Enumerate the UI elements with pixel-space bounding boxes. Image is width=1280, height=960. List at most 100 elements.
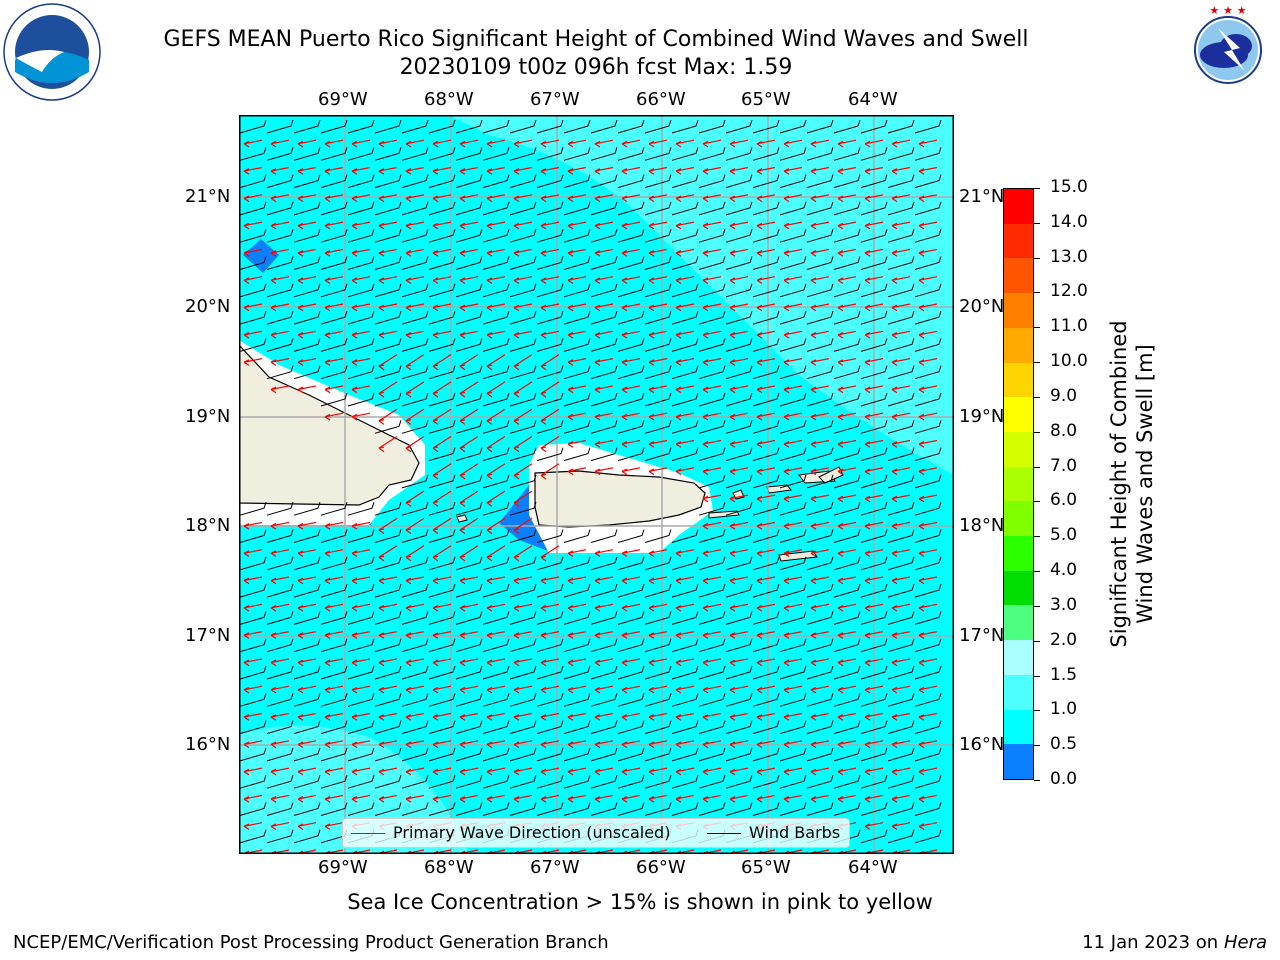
wind-barb <box>887 256 915 270</box>
wind-barb <box>536 201 564 216</box>
wind-barb <box>725 556 753 571</box>
legend-barb-label: Wind Barbs <box>749 823 841 842</box>
wind-barb <box>671 583 699 598</box>
wind-barb <box>266 611 294 625</box>
wave-direction-arrow <box>783 439 803 448</box>
map-legend: Primary Wave Direction (unscaled) Wind B… <box>342 818 850 848</box>
wind-barb <box>320 611 348 625</box>
colorbar-cell <box>1004 744 1033 779</box>
wind-barb <box>725 420 753 434</box>
wave-direction-arrow <box>270 631 290 639</box>
wave-direction-arrow <box>378 603 398 612</box>
wind-barb <box>725 365 753 380</box>
wave-direction-arrow <box>243 603 263 612</box>
wind-barb <box>590 256 618 270</box>
wave-direction-arrow <box>405 248 425 257</box>
wind-barb <box>482 775 510 789</box>
wind-barb <box>536 338 564 352</box>
wind-barb <box>509 201 537 216</box>
wave-direction-arrow <box>513 463 533 480</box>
wave-direction-arrow <box>648 194 668 203</box>
wave-direction-arrow <box>432 276 452 284</box>
wave-direction-arrow <box>729 494 749 503</box>
wave-direction-arrow <box>675 467 695 476</box>
wind-barb <box>887 802 915 816</box>
wave-direction-arrow <box>594 166 614 175</box>
wave-direction-arrow <box>567 303 587 312</box>
wave-direction-arrow <box>540 435 560 453</box>
wind-barb <box>752 283 780 298</box>
wind-barb <box>752 720 780 735</box>
wind-barb <box>752 775 780 789</box>
wind-barb <box>806 802 834 816</box>
wave-direction-arrow <box>324 658 344 667</box>
wind-barb <box>833 611 861 625</box>
wind-barb <box>644 420 672 434</box>
wind-barb <box>698 119 726 134</box>
wind-barb <box>671 775 699 789</box>
wind-barb <box>698 583 726 598</box>
wave-direction-arrow <box>351 767 371 776</box>
wind-barb <box>509 665 537 680</box>
wind-barb <box>509 802 537 816</box>
wave-direction-arrow <box>432 221 452 230</box>
wave-direction-arrow <box>756 603 776 612</box>
wave-direction-arrow <box>405 576 425 585</box>
wave-direction-arrow <box>594 330 614 339</box>
wind-barb <box>536 174 564 189</box>
wind-barb <box>401 338 429 352</box>
wind-barb <box>293 201 321 216</box>
wind-barb <box>239 720 267 735</box>
wind-barb <box>887 611 915 625</box>
wave-direction-arrow <box>594 685 614 694</box>
wind-barb <box>860 529 888 543</box>
wind-barb <box>833 665 861 680</box>
wave-direction-arrow <box>243 358 263 366</box>
wave-direction-arrow <box>243 549 263 557</box>
wind-barb <box>914 338 942 352</box>
lat-label-right-18n: 18°N <box>959 515 1003 536</box>
wave-direction-arrow <box>756 712 776 721</box>
wind-barb <box>455 174 483 189</box>
wind-barb <box>455 502 483 516</box>
wave-direction-arrow <box>486 139 506 148</box>
wind-barb <box>293 556 321 571</box>
wave-direction-arrow <box>837 685 857 694</box>
wind-barb <box>617 119 645 134</box>
wind-barb <box>725 638 753 653</box>
wind-barb <box>752 201 780 216</box>
wind-barb <box>293 529 321 543</box>
wind-barb <box>617 611 645 625</box>
wind-barb <box>239 283 267 298</box>
wind-barb <box>833 365 861 380</box>
wave-direction-arrow <box>918 330 938 339</box>
wave-direction-arrow <box>783 521 803 530</box>
wave-direction-arrow <box>729 248 749 257</box>
wave-direction-arrow <box>864 521 884 530</box>
wave-direction-arrow <box>405 354 425 371</box>
wave-direction-arrow <box>648 439 668 448</box>
wave-direction-arrow <box>459 194 479 203</box>
wind-barb <box>266 556 294 571</box>
wind-barb <box>455 474 483 489</box>
wave-direction-arrow <box>378 658 398 667</box>
wind-barb <box>671 665 699 680</box>
wind-barb <box>752 802 780 816</box>
wave-direction-arrow <box>756 276 776 284</box>
wave-direction-arrow <box>459 354 479 371</box>
wave-direction-arrow <box>648 467 668 476</box>
wave-direction-arrow <box>594 248 614 257</box>
wind-barb <box>428 638 456 653</box>
wind-barb <box>887 529 915 543</box>
wave-direction-arrow <box>324 166 344 175</box>
wind-barb <box>779 747 807 762</box>
wind-barb <box>239 583 267 598</box>
wind-barb <box>428 283 456 298</box>
wind-barb <box>536 147 564 161</box>
wave-direction-arrow <box>918 467 938 476</box>
wind-barb <box>860 583 888 598</box>
wave-direction-arrow <box>378 381 398 398</box>
wind-barb <box>806 693 834 707</box>
wind-barb <box>833 747 861 762</box>
wind-barb <box>644 693 672 707</box>
